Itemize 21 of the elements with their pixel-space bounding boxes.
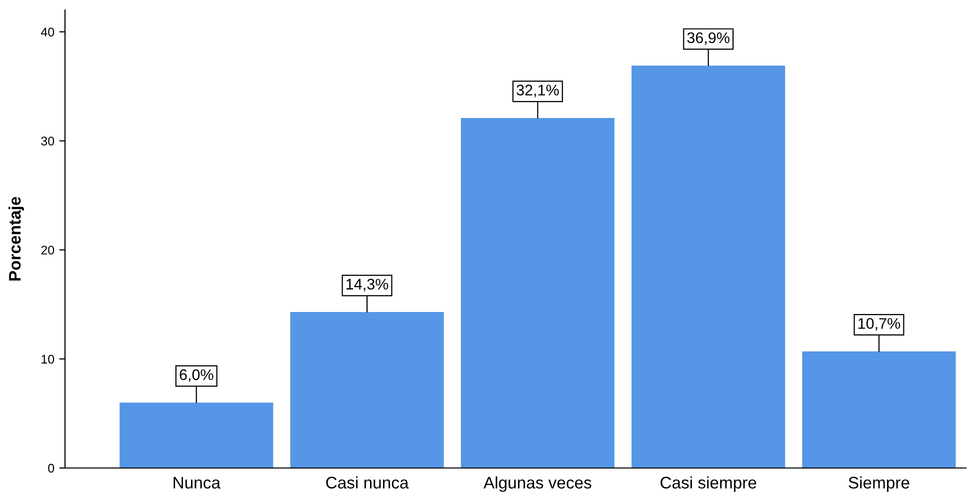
y-axis-title: Porcentaje xyxy=(8,196,24,280)
bar xyxy=(290,312,444,468)
y-tick-label: 20 xyxy=(41,246,54,255)
data-label: 32,1% xyxy=(516,84,559,98)
x-tick-label: Casi nunca xyxy=(326,476,409,489)
data-label: 6,0% xyxy=(180,369,214,382)
bar xyxy=(802,351,956,468)
y-tick-label: 10 xyxy=(42,354,54,364)
x-tick-label: Nunca xyxy=(174,476,220,489)
bar xyxy=(460,118,614,468)
y-tick-label: 30 xyxy=(41,136,54,146)
bar xyxy=(632,66,786,468)
x-tick-label: Algunas veces xyxy=(484,476,592,492)
x-tick-label: Casi siempre xyxy=(660,476,756,492)
data-label: 36,9% xyxy=(687,32,730,45)
y-tick-label: 40 xyxy=(40,28,54,36)
bar xyxy=(120,402,274,468)
x-tick-label: Siempre xyxy=(848,476,910,492)
data-label: 14,3% xyxy=(346,278,388,292)
y-tick-label: 0 xyxy=(48,464,54,473)
data-label: 10,7% xyxy=(858,318,900,331)
